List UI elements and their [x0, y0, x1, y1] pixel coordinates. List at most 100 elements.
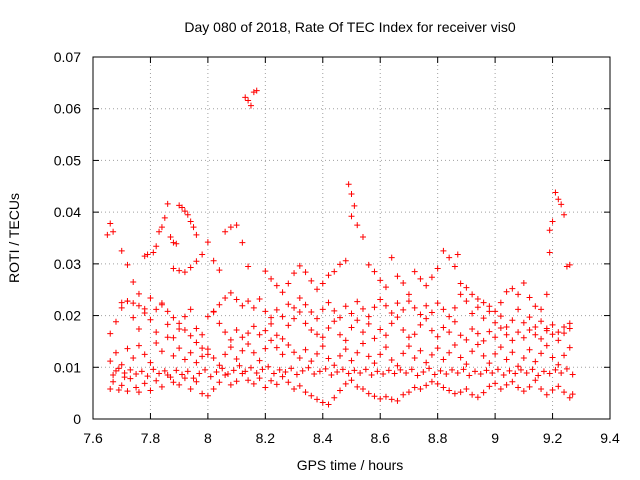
data-point — [463, 336, 470, 343]
data-point — [512, 370, 519, 377]
data-point — [451, 318, 458, 325]
y-axis-label: ROTI / TECUs — [6, 193, 22, 283]
data-point — [233, 356, 240, 363]
data-point — [328, 372, 335, 379]
data-point — [181, 313, 188, 320]
data-point — [239, 334, 246, 341]
data-point — [239, 347, 246, 354]
data-point — [276, 366, 283, 373]
x-tick-label: 8.8 — [428, 430, 448, 446]
data-point — [161, 367, 168, 374]
data-point — [532, 303, 539, 310]
data-point — [400, 279, 407, 286]
data-point — [354, 383, 361, 390]
data-point — [124, 388, 131, 395]
data-point — [434, 300, 441, 307]
data-point — [434, 380, 441, 387]
data-point — [176, 326, 183, 333]
plot-frame — [92, 56, 611, 420]
data-point — [233, 222, 240, 229]
data-point — [107, 358, 114, 365]
data-point — [135, 302, 142, 309]
data-point — [279, 335, 286, 342]
data-point — [563, 365, 570, 372]
data-point — [480, 352, 487, 359]
data-point — [124, 345, 131, 352]
data-point — [268, 314, 275, 321]
data-point — [408, 366, 415, 373]
data-point — [549, 321, 556, 328]
data-point — [440, 324, 447, 331]
data-point — [107, 386, 114, 393]
data-point — [308, 308, 315, 315]
data-point — [500, 372, 507, 379]
data-point — [348, 357, 355, 364]
data-point — [250, 323, 257, 330]
data-point — [179, 204, 186, 211]
data-point — [443, 371, 450, 378]
data-point — [517, 366, 524, 373]
data-point — [561, 389, 568, 396]
data-point — [147, 359, 154, 366]
data-point — [555, 337, 562, 344]
data-point — [509, 337, 516, 344]
data-point — [457, 389, 464, 396]
data-point — [176, 320, 183, 327]
data-point — [503, 356, 510, 363]
data-point — [561, 211, 568, 218]
data-point — [354, 298, 361, 305]
data-point — [245, 263, 252, 270]
data-point — [253, 87, 260, 94]
data-point — [503, 323, 510, 330]
data-point — [411, 268, 418, 275]
data-point — [210, 354, 217, 361]
data-point — [480, 337, 487, 344]
data-point — [273, 344, 280, 351]
data-point — [480, 299, 487, 306]
data-point — [382, 302, 389, 309]
data-point — [543, 342, 550, 349]
data-point — [520, 279, 527, 286]
data-point — [302, 320, 309, 327]
data-point — [509, 285, 516, 292]
data-point — [138, 368, 145, 375]
x-tick-label: 7.8 — [141, 430, 161, 446]
data-point — [219, 365, 226, 372]
data-point — [133, 371, 140, 378]
data-point — [423, 359, 430, 366]
data-point — [377, 395, 384, 402]
data-point — [112, 367, 119, 374]
data-point — [520, 319, 527, 326]
data-point — [302, 269, 309, 276]
data-point — [222, 329, 229, 336]
data-point — [187, 386, 194, 393]
y-tick-label: 0.05 — [54, 152, 81, 168]
data-point — [509, 317, 516, 324]
data-point — [302, 301, 309, 308]
data-point — [374, 368, 381, 375]
data-point — [268, 377, 275, 384]
data-point — [506, 367, 513, 374]
data-point — [273, 381, 280, 388]
data-point — [558, 201, 565, 208]
data-point — [319, 399, 326, 406]
data-point — [181, 375, 188, 382]
data-point — [526, 314, 533, 321]
data-point — [526, 294, 533, 301]
data-point — [365, 313, 372, 320]
data-point — [135, 326, 142, 333]
data-point — [515, 363, 522, 370]
grid — [93, 57, 610, 419]
data-point — [173, 240, 180, 247]
data-point — [354, 317, 361, 324]
data-point — [314, 350, 321, 357]
data-point — [296, 382, 303, 389]
data-point — [216, 267, 223, 274]
x-tick-label: 9 — [491, 430, 499, 446]
data-point — [110, 378, 117, 385]
data-point — [121, 369, 128, 376]
data-point — [417, 321, 424, 328]
data-point — [193, 325, 200, 332]
data-point — [141, 351, 148, 358]
data-point — [331, 318, 338, 325]
